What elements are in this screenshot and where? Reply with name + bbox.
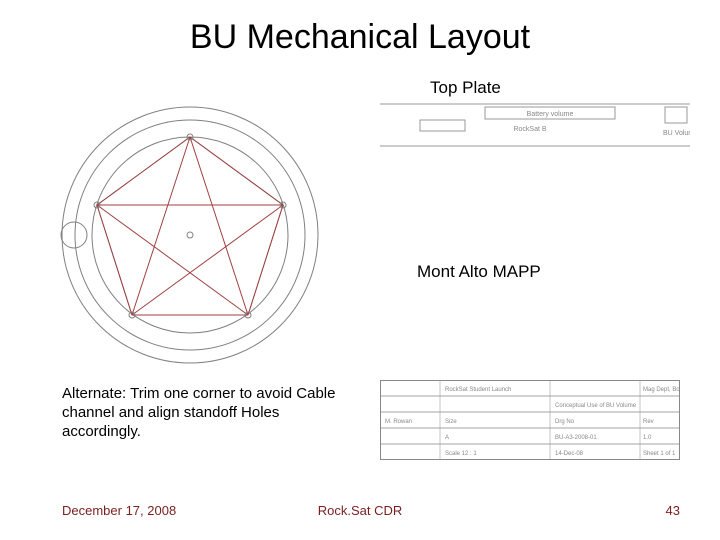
svg-text:A: A: [445, 435, 449, 441]
svg-text:Scale 12 : 1: Scale 12 : 1: [445, 451, 477, 457]
label-mont-alto-mapp: Mont Alto MAPP: [417, 262, 541, 282]
svg-text:RockSat B: RockSat B: [513, 126, 546, 133]
footer-center: Rock.Sat CDR: [0, 503, 720, 518]
svg-text:M. Rowan: M. Rowan: [385, 419, 412, 425]
footer-page-number: 43: [666, 503, 680, 518]
side-view-svg: Battery volume RockSat B BU Volume: [380, 98, 690, 158]
top-plate-svg: [60, 105, 320, 365]
svg-text:1.0: 1.0: [643, 435, 652, 441]
slide-title: BU Mechanical Layout: [0, 18, 720, 57]
svg-text:Mag Dept, Boston University: Mag Dept, Boston University: [643, 387, 680, 393]
svg-text:BU Volume: BU Volume: [663, 130, 690, 137]
top-plate-diagram: [60, 105, 320, 365]
svg-text:Drg No: Drg No: [555, 419, 575, 425]
svg-text:Size: Size: [445, 419, 457, 425]
svg-text:14-Dec-08: 14-Dec-08: [555, 451, 584, 457]
svg-text:Conceptual Use of BU Volume: Conceptual Use of BU Volume: [555, 403, 637, 409]
alternate-note: Alternate: Trim one corner to avoid Cabl…: [62, 385, 362, 441]
svg-text:Sheet 1 of 1: Sheet 1 of 1: [643, 451, 676, 457]
side-view-diagram: Battery volume RockSat B BU Volume: [380, 98, 690, 158]
svg-text:Rev: Rev: [643, 419, 654, 425]
drawing-title-block: RockSat Student Launch Mag Dept, Boston U…: [380, 380, 680, 460]
title-block-svg: RockSat Student Launch Mag Dept, Boston U…: [380, 380, 680, 460]
svg-text:Battery volume: Battery volume: [527, 111, 574, 118]
svg-text:BU-A3-2008-01: BU-A3-2008-01: [555, 435, 597, 441]
svg-text:RockSat Student Launch: RockSat Student Launch: [445, 387, 511, 393]
label-top-plate: Top Plate: [430, 78, 501, 98]
